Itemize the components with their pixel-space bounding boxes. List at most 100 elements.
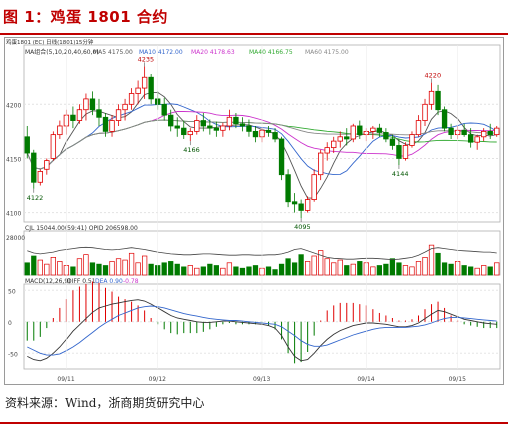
candle-body (389, 138, 396, 146)
candle-body (200, 120, 206, 127)
candle-body (44, 160, 50, 170)
candle-body (357, 125, 363, 136)
volume-bar (422, 257, 428, 276)
date-label: 09/14 (357, 376, 374, 383)
macd-tick-label: 50 (8, 288, 16, 295)
volume-bar (213, 265, 219, 276)
volume-bar (376, 265, 383, 276)
volume-bar (181, 266, 187, 276)
volume-bar (389, 258, 396, 276)
candle-body (207, 125, 213, 129)
volume-bar (89, 262, 96, 276)
volume-bar (102, 265, 109, 276)
macd-legend-3: -0.78 (123, 278, 139, 285)
volume-bar (357, 261, 363, 276)
macd-legend-0: MACD(12,26,9) (25, 278, 71, 285)
volume-bar (331, 262, 337, 276)
macd-legend-1: DIFF 0.51 (67, 278, 96, 285)
candle-body (487, 130, 493, 136)
candle-body (213, 127, 220, 131)
candle-body (115, 109, 122, 121)
price-annotation: 4095 (294, 223, 311, 231)
volume-bar (311, 255, 317, 276)
figure-caption: 图 1：鸡蛋 1801 合约 (0, 0, 508, 35)
candle-body (31, 152, 37, 183)
candle-body (161, 103, 167, 116)
volume-bar (148, 263, 154, 276)
candle-body (337, 136, 343, 142)
volume-bar (265, 266, 272, 276)
candlestick-chart[interactable]: 鸡蛋1801 (EC) 日线(1801)15分钟 MA组合(5,10,20,40,… (4, 37, 504, 385)
candle-body (467, 134, 474, 143)
price-annotation: 4144 (392, 170, 409, 178)
candle-body (102, 116, 109, 132)
volume-bar (174, 263, 180, 276)
candle-body (220, 125, 226, 131)
candle-body (318, 152, 324, 176)
volume-legend: CJL 15044.00(59:41) OPID 206598.00 (25, 225, 138, 232)
candle-body (252, 130, 259, 138)
ma-legend-0: MA组合(5,10,20,40,60,0) (25, 48, 99, 56)
candle-body (96, 109, 102, 118)
volume-bar (285, 258, 291, 276)
volume-bar (135, 262, 141, 276)
candle-body (70, 114, 76, 121)
candle-body (24, 136, 30, 154)
price-annotation: 4220 (425, 72, 442, 80)
volume-bar (350, 263, 356, 276)
volume-bar (70, 266, 76, 276)
volume-bar (409, 266, 415, 276)
source-note: 资料来源：Wind，浙商期货研究中心 (5, 396, 205, 410)
volume-bar (474, 267, 480, 276)
price-tick-label: 4100 (6, 211, 21, 218)
candle-body (272, 132, 278, 140)
caption-divider (0, 33, 508, 35)
volume-bar (415, 261, 422, 276)
volume-bar (481, 265, 487, 276)
volume-bar (324, 258, 330, 276)
candle-body (481, 130, 487, 138)
volume-bar (298, 254, 304, 276)
volume-bar (272, 269, 278, 276)
volume-bar (161, 262, 167, 276)
price-tick-label: 4200 (6, 102, 21, 109)
volume-bar (128, 252, 135, 276)
volume-bar (76, 258, 83, 276)
candle-body (141, 76, 148, 89)
macd-tick-label: 0 (8, 320, 12, 327)
candle-body (350, 125, 356, 140)
candle-body (435, 90, 441, 111)
volume-bar (370, 266, 376, 276)
volume-bar (448, 263, 454, 276)
volume-bar (337, 259, 343, 276)
figure-title: 图 1：鸡蛋 1801 合约 (3, 8, 168, 26)
date-label: 09/12 (149, 376, 166, 383)
volume-bar (461, 265, 467, 276)
date-label: 09/11 (57, 376, 74, 383)
volume-bar (396, 262, 402, 276)
candle-body (298, 203, 304, 211)
volume-bar (233, 266, 239, 276)
candle-body (148, 76, 154, 100)
candle-body (331, 140, 337, 149)
volume-bar (24, 262, 30, 276)
candle-body (168, 114, 174, 127)
candle-body (246, 125, 252, 132)
candle-body (344, 136, 350, 140)
price-annotation: 4122 (27, 194, 44, 202)
chart-header: 鸡蛋1801 (EC) 日线(1801)15分钟 (6, 38, 94, 46)
volume-bar (494, 262, 500, 276)
volume-bar (194, 267, 200, 276)
volume-bar (278, 263, 285, 276)
candle-body (383, 132, 389, 140)
volume-bar (187, 265, 193, 276)
chart-border (4, 37, 504, 385)
volume-bar (115, 258, 122, 276)
candle-body (396, 145, 402, 159)
candle-body (415, 120, 422, 136)
candle-body (50, 134, 57, 159)
candle-body (422, 103, 428, 121)
volume-bar (441, 262, 448, 276)
candle-body (83, 98, 89, 111)
volume-bar (239, 267, 246, 276)
